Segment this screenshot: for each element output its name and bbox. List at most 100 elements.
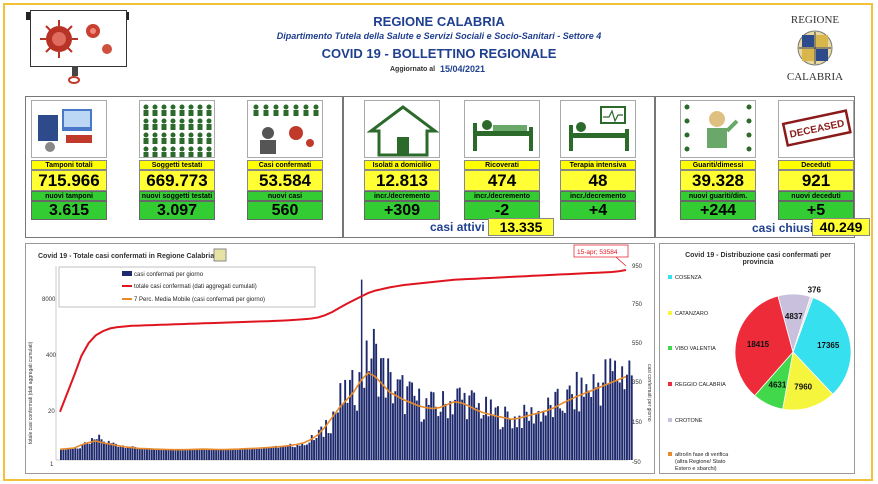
daily-bar — [349, 379, 351, 460]
daily-bar — [583, 396, 585, 460]
daily-bar — [313, 440, 316, 460]
daily-bar — [590, 397, 593, 460]
daily-bar — [122, 445, 125, 460]
region-logo: REGIONE CALABRIA — [780, 14, 850, 83]
daily-bar — [124, 448, 127, 460]
pie-title: Covid 19 - Distribuzione casi confermati… — [685, 252, 831, 266]
daily-bar — [461, 399, 464, 460]
daily-bar — [399, 379, 402, 460]
annotation-label: 15-apr; 53584 — [577, 249, 618, 256]
daily-bar — [179, 449, 182, 460]
daily-bar — [540, 421, 542, 460]
daily-bar — [418, 388, 421, 460]
region-logo-bottom: CALABRIA — [786, 71, 844, 83]
daily-bar — [516, 427, 519, 460]
daily-bar — [220, 449, 222, 460]
kpi-delta-value: +309 — [364, 201, 440, 220]
daily-bar — [241, 449, 244, 460]
daily-bar — [215, 449, 218, 460]
daily-bar — [511, 428, 514, 460]
bulletin-title: COVID 19 - BOLLETTINO REGIONALE — [321, 46, 557, 61]
daily-bar — [277, 447, 280, 460]
daily-bar — [626, 374, 628, 460]
daily-bar — [468, 395, 471, 460]
daily-bar — [325, 420, 328, 460]
daily-bar — [499, 429, 502, 460]
kpi-label: Tamponi totali — [31, 160, 107, 170]
daily-bar — [566, 389, 569, 460]
daily-bar — [556, 388, 559, 460]
daily-bar — [88, 443, 91, 460]
daily-bar — [71, 448, 74, 460]
daily-bar — [98, 434, 101, 460]
daily-bar — [303, 445, 306, 460]
daily-bar — [306, 444, 308, 460]
cumulative-line — [59, 269, 627, 413]
kpi-value: 39.328 — [680, 170, 756, 191]
daily-bar — [103, 441, 105, 460]
daily-bar — [296, 444, 299, 460]
chart-logo-icon — [213, 248, 227, 262]
department-subtitle: Dipartimento Tutela della Salute e Servi… — [276, 31, 602, 41]
hospital-bed-icon — [464, 100, 540, 158]
daily-bar — [346, 402, 349, 460]
testing-panel — [25, 96, 343, 238]
updated-date: 15/04/2021 — [440, 64, 486, 74]
daily-bar — [239, 449, 242, 460]
daily-bar — [126, 447, 129, 460]
kpi-delta-label: incr./decremento — [464, 191, 540, 201]
daily-bar — [434, 406, 437, 460]
daily-bar — [628, 360, 631, 460]
kpi-label: Ricoverati — [464, 160, 540, 170]
daily-bar — [227, 449, 230, 460]
daily-bar — [320, 426, 323, 460]
kpi-delta-value: 3.097 — [139, 201, 215, 220]
pie-legend-swatch — [668, 346, 672, 350]
daily-bar — [592, 374, 595, 460]
closed-cases-value: 40.249 — [812, 218, 870, 236]
daily-bar — [289, 443, 292, 460]
icu-bed-icon — [560, 100, 636, 158]
pie-slice — [792, 296, 814, 353]
daily-bar — [537, 411, 540, 460]
kpi-label: Isolati a domicilio — [364, 160, 440, 170]
updated-label: Aggiornato al — [390, 66, 436, 73]
daily-bar — [487, 416, 490, 460]
daily-bar — [411, 382, 414, 460]
pie-legend-label: CATANZARO — [675, 311, 709, 317]
daily-bar — [155, 449, 158, 460]
daily-bar — [492, 414, 495, 460]
kpi-label: Casi confermati — [247, 160, 323, 170]
daily-bar — [107, 440, 110, 460]
kpi-value: 12.813 — [364, 170, 440, 191]
kpi-label: Guariti/dimessi — [680, 160, 756, 170]
kpi-value: 669.773 — [139, 170, 215, 191]
daily-bar — [415, 400, 418, 460]
daily-bar — [286, 445, 289, 460]
pie-legend-swatch — [668, 382, 672, 386]
daily-bar — [406, 386, 409, 460]
daily-bar — [609, 358, 612, 460]
daily-bar — [236, 449, 239, 460]
daily-bar — [585, 384, 588, 460]
pie-value-label: 4631 — [769, 380, 787, 389]
daily-bar — [377, 396, 380, 460]
pie-value-label: 17365 — [817, 341, 840, 350]
right-tick-minus50: -50 — [632, 460, 641, 466]
right-tick-950: 950 — [632, 264, 643, 270]
right-tick-550: 550 — [632, 341, 643, 347]
daily-bar — [403, 414, 406, 460]
daily-bar — [439, 411, 442, 460]
daily-bar — [475, 407, 478, 460]
daily-bar — [282, 445, 285, 460]
daily-bar — [621, 366, 624, 460]
daily-bar — [413, 395, 416, 460]
pie-slice — [782, 351, 834, 411]
pie-slice — [792, 296, 852, 395]
daily-bar — [260, 448, 263, 460]
daily-bar — [458, 387, 461, 460]
daily-bar — [172, 449, 175, 460]
daily-bar — [79, 448, 82, 460]
daily-bar — [174, 449, 177, 460]
daily-bar — [272, 446, 275, 460]
